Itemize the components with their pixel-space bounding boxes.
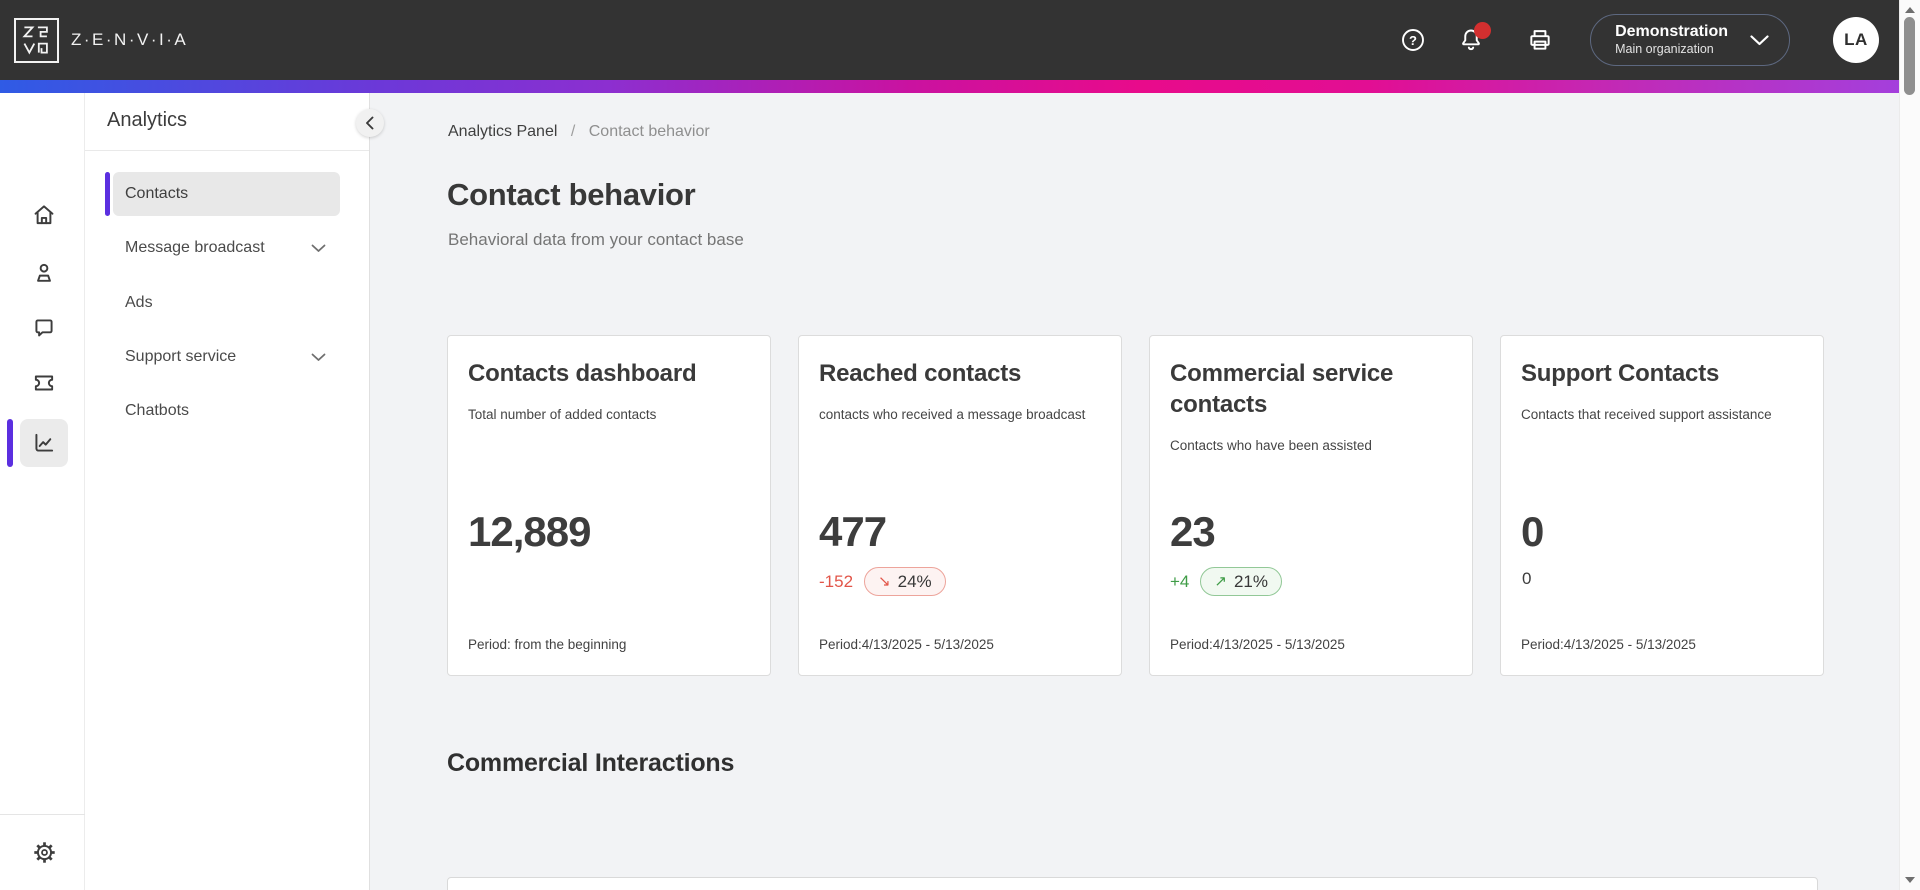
organization-subtitle: Main organization: [1615, 42, 1714, 57]
brand-wordmark: Z·E·N·V·I·A: [71, 30, 189, 49]
trend-percent: 21%: [1233, 571, 1268, 591]
sidebar-item-label: Ads: [125, 294, 153, 311]
notification-badge-dot: [1474, 22, 1492, 39]
chevron-down-icon: [1750, 34, 1769, 45]
rail-item-home[interactable]: [20, 191, 68, 239]
scrollbar-thumb[interactable]: [1904, 17, 1915, 95]
notifications-button[interactable]: [1458, 22, 1492, 53]
card-value: 477: [819, 508, 887, 555]
chat-bubble-icon: [35, 319, 53, 337]
card-title: Reached contacts: [819, 360, 1022, 387]
chevron-down-icon: [311, 353, 326, 361]
rail-active-indicator: [7, 419, 13, 467]
line-chart-icon: [35, 433, 54, 452]
organization-info: Demonstration Main organization: [1615, 22, 1728, 58]
sidebar-collapse-button[interactable]: [356, 109, 384, 137]
sidebar-divider: [85, 150, 369, 151]
sidebar-title: Analytics: [107, 109, 188, 131]
card-trend-row: -152 ↘ 24%: [819, 567, 946, 596]
trend-badge: ↘ 24%: [864, 567, 946, 596]
card-contacts-dashboard: Contacts dashboard Total number of added…: [447, 335, 771, 676]
rail-item-analytics[interactable]: [20, 419, 68, 467]
organization-name: Demonstration: [1615, 23, 1728, 41]
commercial-interactions-card: [447, 877, 1818, 890]
rail-item-sales[interactable]: [20, 359, 68, 407]
breadcrumb-current: Contact behavior: [588, 123, 710, 140]
brand-gradient-bar: [0, 80, 1899, 93]
card-period: Period:4/13/2025 - 5/13/2025: [1170, 637, 1345, 652]
card-secondary-value: 0: [1522, 569, 1532, 588]
chevron-left-icon: [366, 116, 374, 130]
sidebar-item-label: Support service: [125, 348, 237, 365]
delta-value: +4: [1170, 571, 1190, 591]
rail-item-conversations[interactable]: [20, 304, 68, 352]
icon-rail: [0, 93, 85, 890]
nav-active-indicator: [105, 172, 110, 216]
topbar: Z·E·N·V·I·A ? Demonstration: [0, 0, 1899, 80]
sidebar-item-contacts[interactable]: Contacts: [113, 172, 340, 216]
svg-text:?: ?: [1409, 33, 1417, 48]
card-title: Contacts dashboard: [468, 360, 697, 387]
breadcrumb-separator: /: [570, 123, 576, 140]
topbar-actions: ? Demonstration Main organization: [1400, 0, 1879, 80]
page-title: Contact behavior: [447, 177, 696, 212]
sidebar-item-label: Contacts: [125, 185, 189, 202]
ticket-icon: [34, 375, 54, 391]
card-period: Period: from the beginning: [468, 637, 627, 652]
card-description: Total number of added contacts: [468, 407, 657, 423]
card-title: Support Contacts: [1521, 360, 1720, 387]
card-description: Contacts who have been assisted: [1170, 438, 1372, 454]
card-reached-contacts: Reached contacts contacts who received a…: [798, 335, 1122, 676]
sidebar-item-support-service[interactable]: Support service: [113, 335, 340, 379]
sidebar-item-chatbots[interactable]: Chatbots: [113, 389, 340, 433]
chevron-down-icon: [311, 244, 326, 252]
trend-up-icon: ↗: [1214, 573, 1227, 590]
card-period: Period:4/13/2025 - 5/13/2025: [1521, 637, 1696, 652]
printer-icon: [1530, 30, 1550, 50]
breadcrumb-parent-link[interactable]: Analytics Panel: [448, 123, 558, 140]
kpi-cards-row: Contacts dashboard Total number of added…: [447, 335, 1824, 676]
trend-badge: ↗ 21%: [1200, 567, 1282, 596]
help-icon: ?: [1402, 29, 1425, 51]
breadcrumb: Analytics Panel / Contact behavior: [448, 123, 710, 141]
sidebar-item-ads[interactable]: Ads: [113, 281, 340, 325]
card-trend-row: +4 ↗ 21%: [1170, 567, 1282, 596]
person-icon: [37, 263, 51, 282]
scrollbar-down-arrow[interactable]: [1905, 877, 1915, 883]
card-support-contacts: Support Contacts Contacts that received …: [1500, 335, 1824, 676]
rail-item-settings[interactable]: [20, 828, 68, 876]
brand-logo[interactable]: Z·E·N·V·I·A: [14, 17, 189, 63]
card-value: 23: [1170, 508, 1216, 555]
sidebar-item-label: Message broadcast: [125, 239, 265, 256]
card-value: 0: [1521, 508, 1544, 555]
organization-switcher[interactable]: Demonstration Main organization: [1590, 14, 1790, 66]
card-title: Commercial service contacts: [1170, 360, 1394, 419]
page-scrollbar[interactable]: [1899, 0, 1920, 890]
rail-item-contacts[interactable]: [20, 249, 68, 297]
card-description: contacts who received a message broadcas…: [819, 407, 1086, 423]
card-value: 12,889: [468, 508, 591, 555]
card-description: Contacts that received support assistanc…: [1521, 407, 1772, 423]
delta-value: -152: [819, 571, 854, 591]
avatar-initials: LA: [1844, 30, 1868, 49]
card-commercial-service-contacts: Commercial service contacts Contacts who…: [1149, 335, 1473, 676]
card-period: Period:4/13/2025 - 5/13/2025: [819, 637, 994, 652]
zenvia-logo-icon: [14, 17, 59, 63]
rail-divider: [0, 814, 85, 815]
user-avatar[interactable]: LA: [1833, 17, 1879, 63]
home-icon: [34, 205, 54, 225]
help-button[interactable]: ?: [1400, 27, 1426, 53]
analytics-sidebar: Analytics Contacts Message broadcast Ads…: [85, 93, 370, 890]
sidebar-item-message-broadcast[interactable]: Message broadcast: [113, 226, 340, 270]
scrollbar-up-arrow[interactable]: [1905, 7, 1915, 13]
print-button[interactable]: [1527, 27, 1553, 53]
page-subtitle: Behavioral data from your contact base: [448, 230, 744, 249]
trend-percent: 24%: [897, 571, 932, 591]
gear-icon: [33, 841, 55, 863]
sidebar-item-label: Chatbots: [125, 402, 190, 419]
trend-down-icon: ↘: [878, 573, 891, 590]
section-heading-commercial-interactions: Commercial Interactions: [447, 749, 735, 777]
main-content: Analytics Panel / Contact behavior Conta…: [370, 93, 1899, 890]
